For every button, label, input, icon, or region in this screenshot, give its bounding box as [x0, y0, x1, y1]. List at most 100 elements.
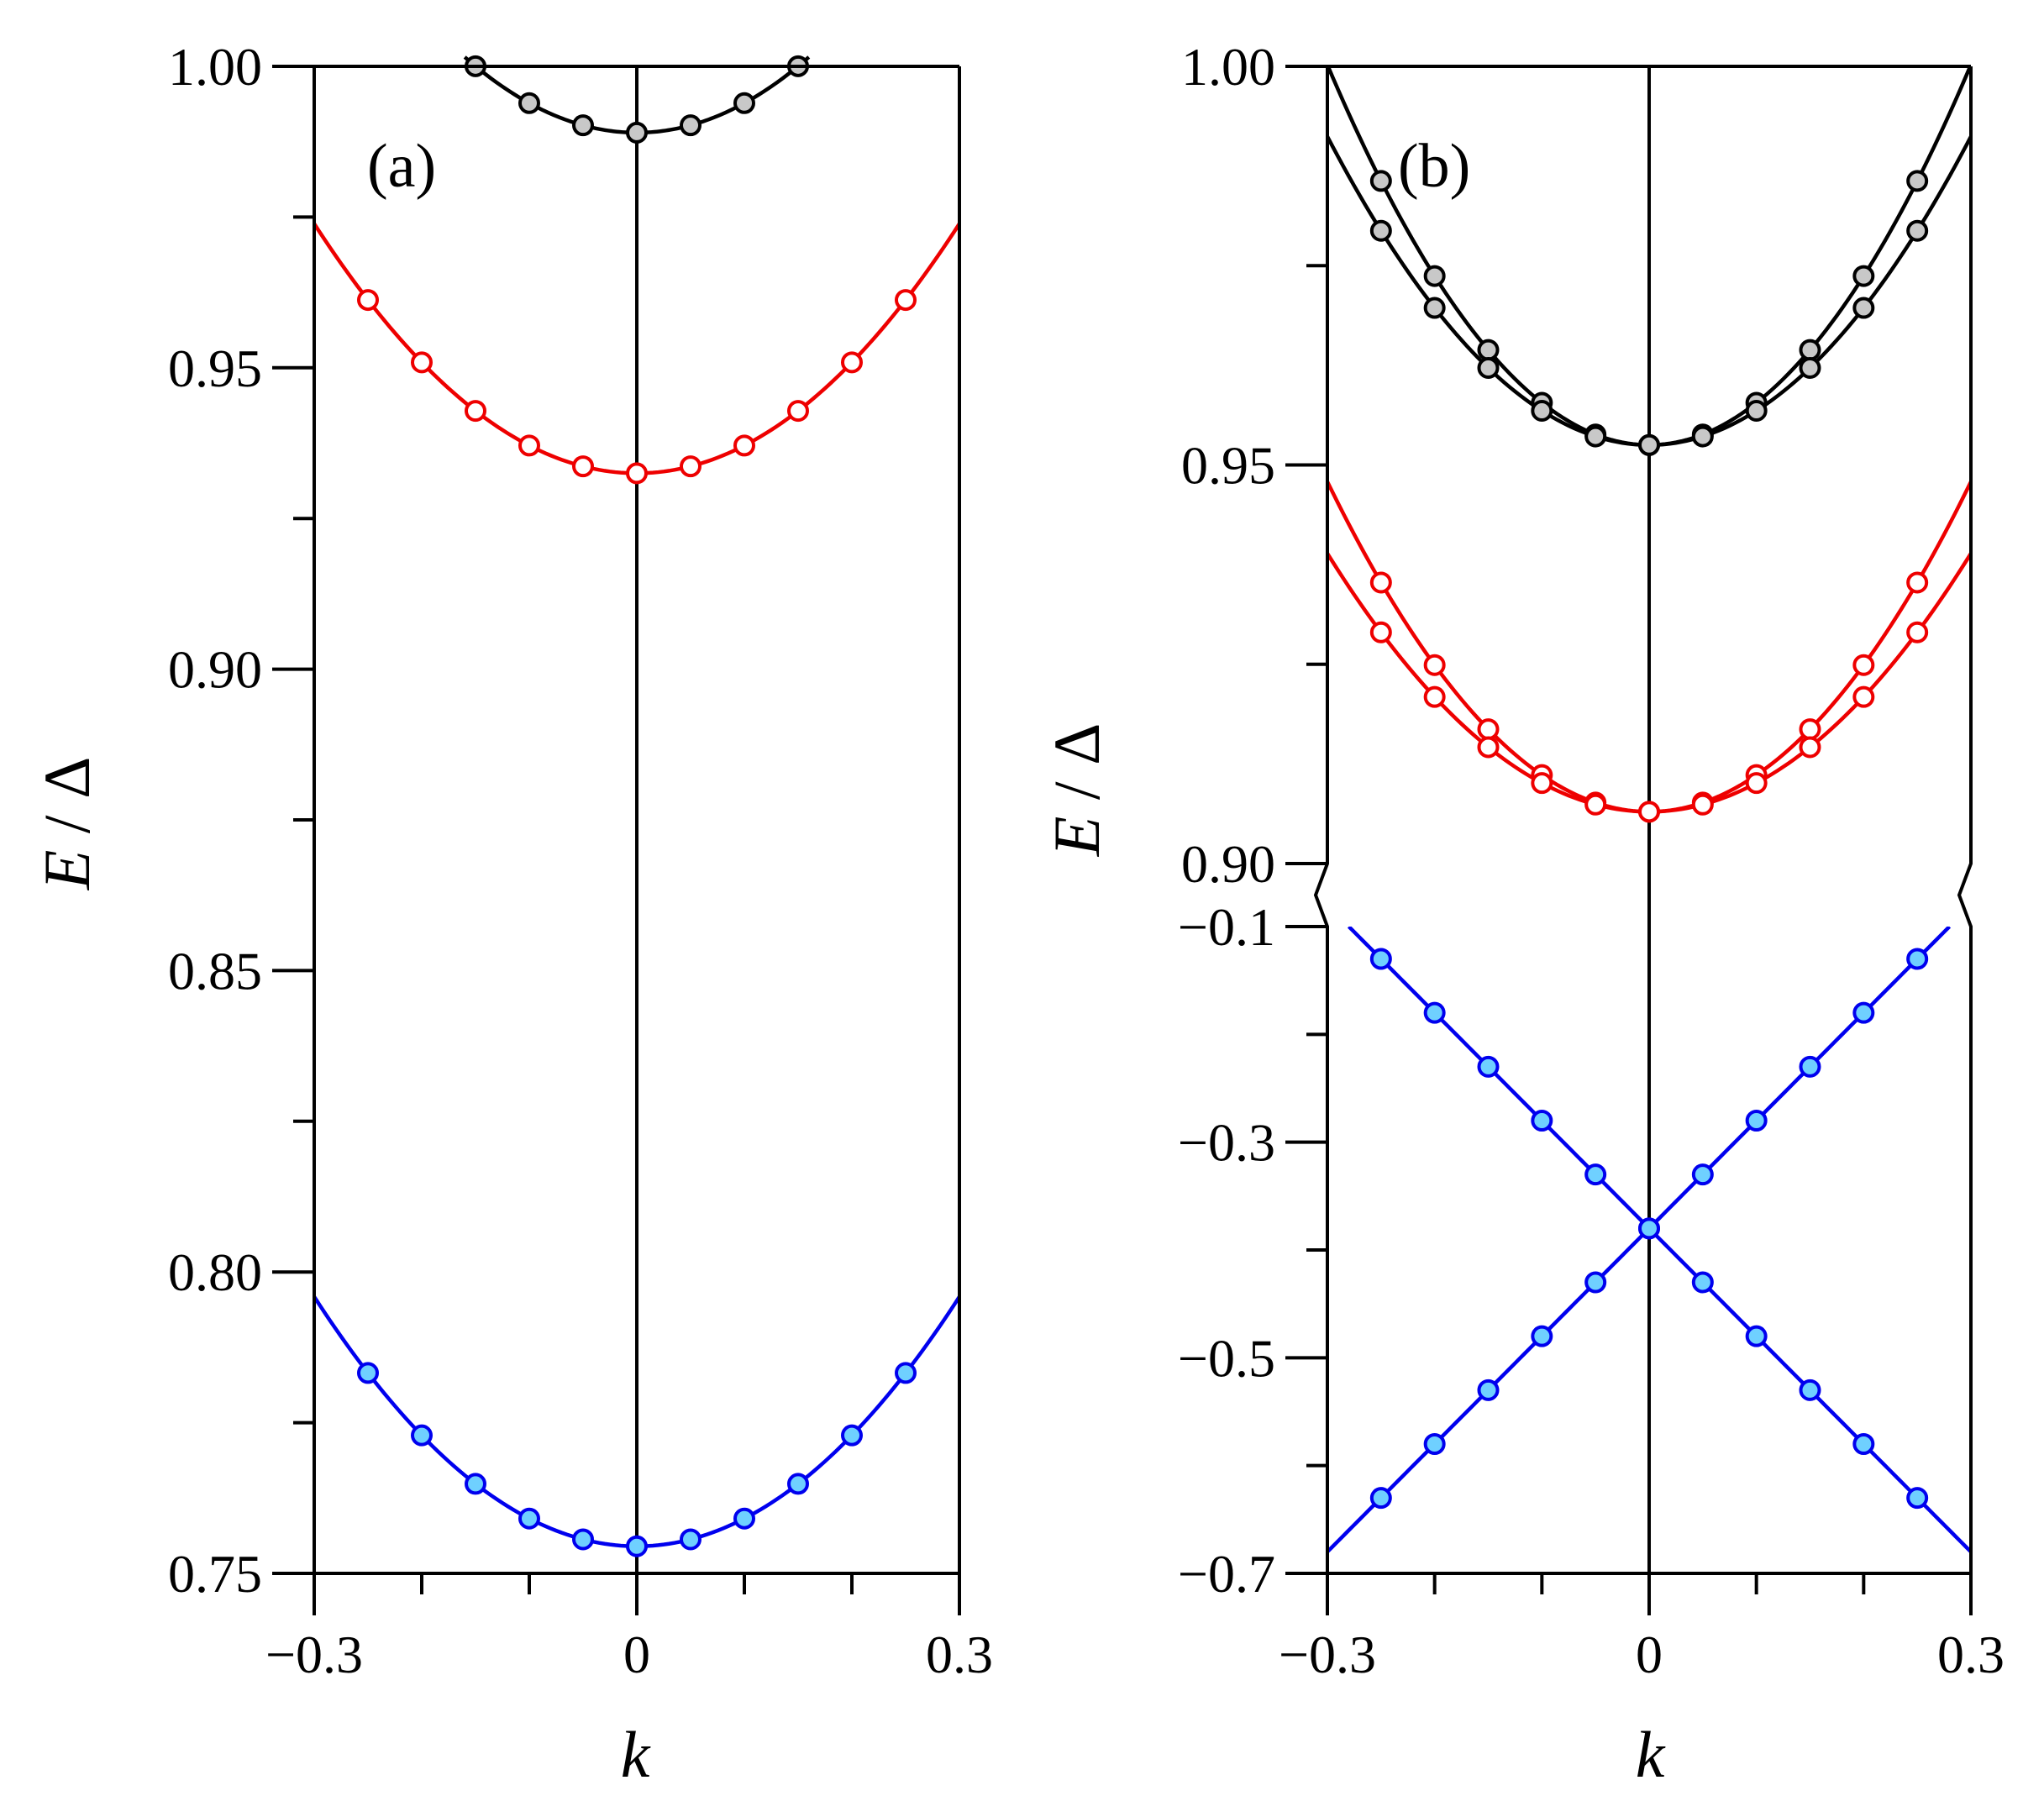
- panel-b-upper-y-tick-label-0p9: 0.90: [1181, 834, 1275, 894]
- panel-b-red-inner-point-m0p05: [1584, 793, 1607, 816]
- panel-b-lower-y-tick-label-m0p5: −0.5: [1178, 1328, 1275, 1388]
- panel-b-black-inner-point-m0p2: [1423, 297, 1446, 319]
- panel-b-black-inner-point-m0p15: [1477, 356, 1500, 379]
- panel-b-left-spine-with-break: [1313, 66, 1329, 1573]
- panel-b-blue-falling-point-0p25: [1906, 1487, 1929, 1510]
- panel-a-blue-point-0p2: [841, 1424, 863, 1447]
- panel-b-red-inner-point-0p1: [1745, 772, 1768, 795]
- panel-b-black-outer-point-0p2: [1852, 265, 1875, 287]
- panel-b-red-inner-point-0p15: [1799, 736, 1821, 759]
- panel-a-blue-point-0: [626, 1535, 648, 1557]
- panel-b-black-inner-point-0p1: [1745, 399, 1768, 422]
- panel-b-blue-falling-point-m0p05: [1584, 1163, 1607, 1186]
- panel-b-x-tick-label-0p3: 0.3: [1937, 1625, 2005, 1684]
- panel-b-red-inner-point-m0p15: [1477, 736, 1500, 759]
- panel-b-black-inner-point-0p05: [1691, 425, 1714, 448]
- panel-a-y-tick-label-0p95: 0.95: [168, 339, 262, 398]
- panel-b-upper-y-tick-label-0p95: 0.95: [1181, 436, 1275, 496]
- panel-a-series-red: [314, 223, 959, 485]
- panel-b-black-inner-point-m0p05: [1584, 425, 1607, 448]
- panel-b-black-outer-point-0p25: [1906, 170, 1929, 192]
- panel-b-blue-rising-point-0p1: [1745, 1110, 1768, 1132]
- panel-a-red-point-m0p15: [465, 400, 486, 423]
- panel-a-frame: 1.00 0.95 0.90 0.85 0.80 0.75−0.3 0 0.3: [168, 37, 993, 1684]
- panel-b-blue-falling-point-0p1: [1745, 1325, 1768, 1347]
- panel-b-red-inner-point-0: [1638, 801, 1660, 823]
- panel-a-red-point-0p1: [733, 434, 755, 457]
- panel-a-black-point-0p1: [733, 92, 755, 114]
- panel-b-blue-rising-point-m0p1: [1531, 1325, 1553, 1347]
- panel-a-y-axis-title-unit: / Δ: [30, 757, 103, 850]
- panel-b-blue-falling-point-m0p25: [1369, 948, 1392, 970]
- panel-a-x-tick-label-0: 0: [623, 1625, 650, 1684]
- panel-b-blue-falling-point-m0p2: [1423, 1001, 1446, 1024]
- panel-a-y-tick-label-1: 1.00: [168, 37, 262, 97]
- panel-b-lower-y-tick-label-m0p3: −0.3: [1178, 1113, 1275, 1173]
- panel-a-series-black: [463, 55, 811, 144]
- panel-a-y-tick-label-0p85: 0.85: [168, 941, 262, 1000]
- panel-b-blue-falling-point-0: [1638, 1217, 1660, 1240]
- panel-a-red-point-0p2: [841, 351, 863, 374]
- panel-a-red-point-0p05: [680, 455, 701, 478]
- panel-b-x-tick-label-0: 0: [1636, 1625, 1663, 1684]
- panel-a-y-tick-label-0p9: 0.90: [168, 640, 262, 700]
- panel-a-blue-point-m0p25: [357, 1362, 379, 1384]
- panel-b-black-outer-point-m0p25: [1369, 170, 1392, 192]
- panel-a-red-point-m0p2: [411, 351, 433, 374]
- panel-b-series-red-inner: [1327, 552, 1971, 823]
- panel-b-black-inner-point-0p2: [1852, 297, 1875, 319]
- panel-a-red-point-0p25: [895, 289, 917, 312]
- panel-b-red-inner-point-0p05: [1691, 793, 1714, 816]
- panel-b-black-outer-point-m0p2: [1423, 265, 1446, 287]
- panel-b-black-inner-point-m0p25: [1369, 219, 1392, 242]
- panel-a-y-tick-label-0p8: 0.80: [168, 1242, 262, 1302]
- panel-b-red-outer-point-0p15: [1799, 718, 1821, 741]
- panel-b-blue-rising-point-0p2: [1852, 1001, 1875, 1024]
- panel-a-black-point-0: [626, 121, 648, 144]
- panel-b-right-spine-with-break: [1957, 66, 1973, 1573]
- panel-a-blue-point-m0p1: [518, 1507, 540, 1530]
- panel-b-blue-rising-point-0p15: [1799, 1055, 1821, 1078]
- panel-b-black-inner-point-0p15: [1799, 356, 1821, 379]
- panel-b-blue-rising-point-0p05: [1691, 1163, 1714, 1186]
- panel-a-red-point-m0p25: [357, 289, 379, 312]
- panel-a-blue-point-m0p05: [572, 1528, 594, 1551]
- panel-b-red-outer-point-0p25: [1906, 571, 1929, 594]
- panel-b-blue-rising-point-m0p05: [1584, 1271, 1607, 1294]
- panel-a-blue-point-0p05: [680, 1528, 701, 1551]
- panel-a: 1.00 0.95 0.90 0.85 0.80 0.75−0.3 0 0.3 (a) k E…: [30, 37, 993, 1791]
- panel-b-blue-falling-point-0p15: [1799, 1379, 1821, 1401]
- panel-b-blue-falling-point-m0p1: [1531, 1110, 1553, 1132]
- panel-a-x-axis-title: k: [621, 1718, 651, 1791]
- panel-a-blue-point-0p25: [895, 1362, 917, 1384]
- panel-b-black-outer-point-m0p15: [1477, 339, 1500, 361]
- panel-b-red-outer-point-m0p15: [1477, 718, 1500, 741]
- panel-b-series-black-inner: [1327, 135, 1971, 456]
- panel-a-y-tick-label-0p75: 0.75: [168, 1544, 262, 1604]
- panel-a-y-axis-title: E / Δ: [30, 757, 103, 891]
- panel-b-red-outer-point-0p2: [1852, 654, 1875, 676]
- panel-a-blue-point-0p1: [733, 1507, 755, 1530]
- panel-b-blue-falling-point-0p05: [1691, 1271, 1714, 1294]
- panel-a-x-tick-label-0p3: 0.3: [926, 1625, 993, 1684]
- panel-b-series-blue-falling: [1347, 927, 1971, 1553]
- panel-a-red-point-0: [626, 462, 648, 485]
- panel-b-blue-rising-point-m0p15: [1477, 1379, 1500, 1401]
- panel-b-blue-falling-point-0p2: [1852, 1433, 1875, 1455]
- panel-b-y-axis-title-unit: / Δ: [1040, 723, 1113, 817]
- panel-b-lower-y-tick-label-m0p1: −0.1: [1178, 897, 1275, 957]
- panel-a-red-point-m0p05: [572, 455, 594, 478]
- panel-b-red-inner-point-m0p2: [1423, 685, 1446, 708]
- panel-a-content: [314, 55, 959, 1573]
- panel-b-blue-falling-point-m0p15: [1477, 1055, 1500, 1078]
- panel-b-black-inner-point-0: [1638, 433, 1660, 456]
- panel-b-frame: 1.000.950.90−0.1−0.3−0.5−0.7−0.3 0 0.3: [1178, 37, 2005, 1684]
- panel-b-lower-y-tick-label-m0p7: −0.7: [1178, 1544, 1275, 1604]
- panel-b-red-outer-point-m0p25: [1369, 571, 1392, 594]
- panel-b-black-outer-point-0p15: [1799, 339, 1821, 361]
- panel-b-black-inner-point-0p25: [1906, 219, 1929, 242]
- panel-b-blue-rising-point-0p25: [1906, 948, 1929, 970]
- panel-b-red-inner-point-0p2: [1852, 685, 1875, 708]
- panel-a-label: (a): [367, 132, 436, 201]
